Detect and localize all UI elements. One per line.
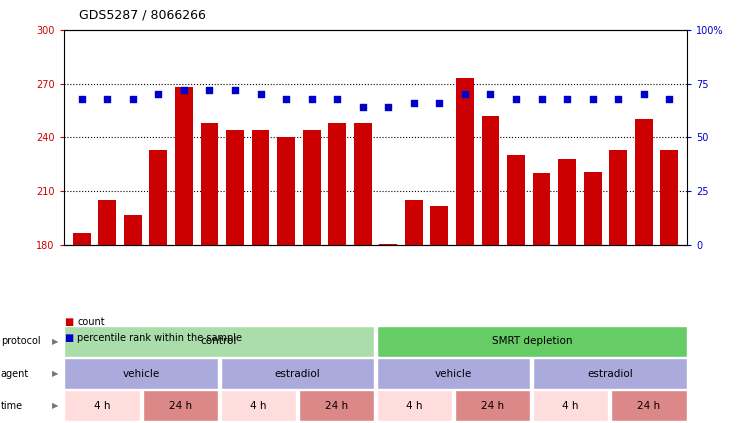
Text: 4 h: 4 h [562, 401, 578, 411]
Point [408, 99, 420, 106]
Text: 24 h: 24 h [638, 401, 661, 411]
Bar [277, 137, 295, 245]
Point [587, 95, 599, 102]
Bar [660, 150, 678, 245]
Bar [226, 130, 244, 245]
Text: protocol: protocol [1, 336, 41, 346]
Bar [584, 172, 602, 245]
Bar [149, 150, 167, 245]
Text: ▶: ▶ [52, 401, 59, 410]
Point [76, 95, 88, 102]
Bar [124, 215, 142, 245]
Text: vehicle: vehicle [435, 368, 472, 379]
Point [178, 87, 190, 93]
Text: ■: ■ [64, 333, 73, 343]
Text: 24 h: 24 h [169, 401, 192, 411]
Point [638, 91, 650, 98]
Bar [379, 244, 397, 245]
Bar [73, 233, 91, 245]
Bar [430, 206, 448, 245]
Bar [354, 123, 372, 245]
Bar [98, 201, 116, 245]
Text: estradiol: estradiol [275, 368, 321, 379]
Point [459, 91, 471, 98]
Text: ■: ■ [64, 317, 73, 327]
Point [612, 95, 624, 102]
Point [152, 91, 164, 98]
Bar [328, 123, 346, 245]
Point [101, 95, 113, 102]
Text: agent: agent [1, 368, 29, 379]
Bar [609, 150, 627, 245]
Text: 24 h: 24 h [481, 401, 504, 411]
Bar [201, 123, 219, 245]
Text: percentile rank within the sample: percentile rank within the sample [77, 333, 243, 343]
Text: estradiol: estradiol [587, 368, 633, 379]
Point [255, 91, 267, 98]
Bar [481, 116, 499, 245]
Bar [252, 130, 270, 245]
Bar [558, 159, 576, 245]
Point [433, 99, 445, 106]
Text: GDS5287 / 8066266: GDS5287 / 8066266 [79, 8, 206, 21]
Point [663, 95, 675, 102]
Bar [303, 130, 321, 245]
Point [331, 95, 343, 102]
Text: control: control [201, 336, 237, 346]
Bar [456, 78, 474, 245]
Point [357, 104, 369, 111]
Point [204, 87, 216, 93]
Point [306, 95, 318, 102]
Text: ▶: ▶ [52, 337, 59, 346]
Point [127, 95, 139, 102]
Text: 24 h: 24 h [325, 401, 348, 411]
Text: SMRT depletion: SMRT depletion [492, 336, 572, 346]
Bar [175, 87, 193, 245]
Point [382, 104, 394, 111]
Bar [507, 156, 525, 245]
Point [229, 87, 241, 93]
Point [561, 95, 573, 102]
Bar [635, 119, 653, 245]
Text: time: time [1, 401, 23, 411]
Text: ▶: ▶ [52, 369, 59, 378]
Bar [405, 201, 423, 245]
Point [280, 95, 292, 102]
Bar [532, 173, 550, 245]
Point [510, 95, 522, 102]
Point [484, 91, 496, 98]
Text: 4 h: 4 h [406, 401, 423, 411]
Text: count: count [77, 317, 105, 327]
Text: 4 h: 4 h [250, 401, 267, 411]
Point [535, 95, 547, 102]
Text: 4 h: 4 h [94, 401, 110, 411]
Text: vehicle: vehicle [122, 368, 160, 379]
